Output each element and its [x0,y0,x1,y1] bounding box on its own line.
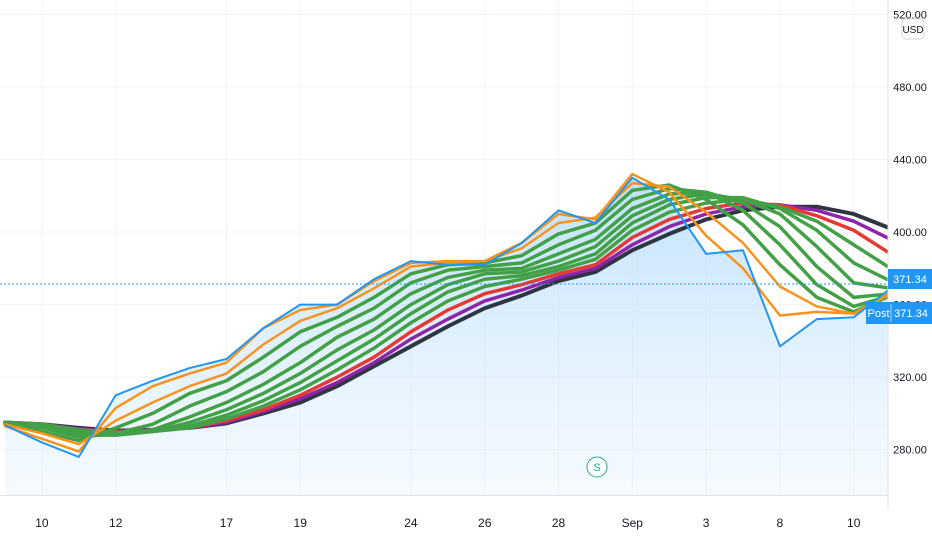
currency-button[interactable]: USD [901,18,925,40]
post-market-value: 371.34 [894,308,928,320]
x-tick-label: 24 [404,516,418,530]
session-marker-label[interactable]: S [593,462,600,474]
series-lines [3,172,888,458]
y-tick-label: 400.00 [893,227,927,239]
y-tick-label: 280.00 [893,445,927,457]
x-axis: 10 12 17 19 24 26 28 Sep 3 8 10 [35,516,860,530]
y-tick-label: 320.00 [893,372,927,384]
x-tick-label: 28 [552,516,566,530]
x-tick-label: 10 [35,516,49,530]
price-line [4,176,888,458]
x-tick-label: 12 [109,516,123,530]
x-tick-label: Sep [622,516,644,530]
ema-line-2 [3,181,888,446]
x-tick-label: 10 [847,516,861,530]
post-market-tag: Post 371.34 [866,302,932,324]
x-tick-label: 8 [777,516,784,530]
session-marker-circle[interactable] [586,456,608,478]
currency-button-frame[interactable] [901,18,925,40]
ema-line-4 [3,186,888,439]
ema-line-6 [3,192,888,437]
x-tick-label: 17 [220,516,234,530]
last-price-tag: 371.34 [888,269,932,289]
x-tick-label: 3 [703,516,710,530]
x-tick-label: 19 [294,516,308,530]
post-market-label: Post [867,308,889,320]
session-marker[interactable]: S [586,456,608,478]
x-tick-label: 26 [478,516,492,530]
currency-button-label[interactable]: USD [902,25,923,36]
last-price-tag-bg [888,269,932,289]
last-price-value: 371.34 [893,274,927,286]
ema-line-5 [3,190,888,437]
ema-line-1 [3,172,888,453]
post-market-tag-bg [866,302,932,324]
y-tick-label: 440.00 [893,155,927,167]
y-tick-label: 480.00 [893,82,927,94]
